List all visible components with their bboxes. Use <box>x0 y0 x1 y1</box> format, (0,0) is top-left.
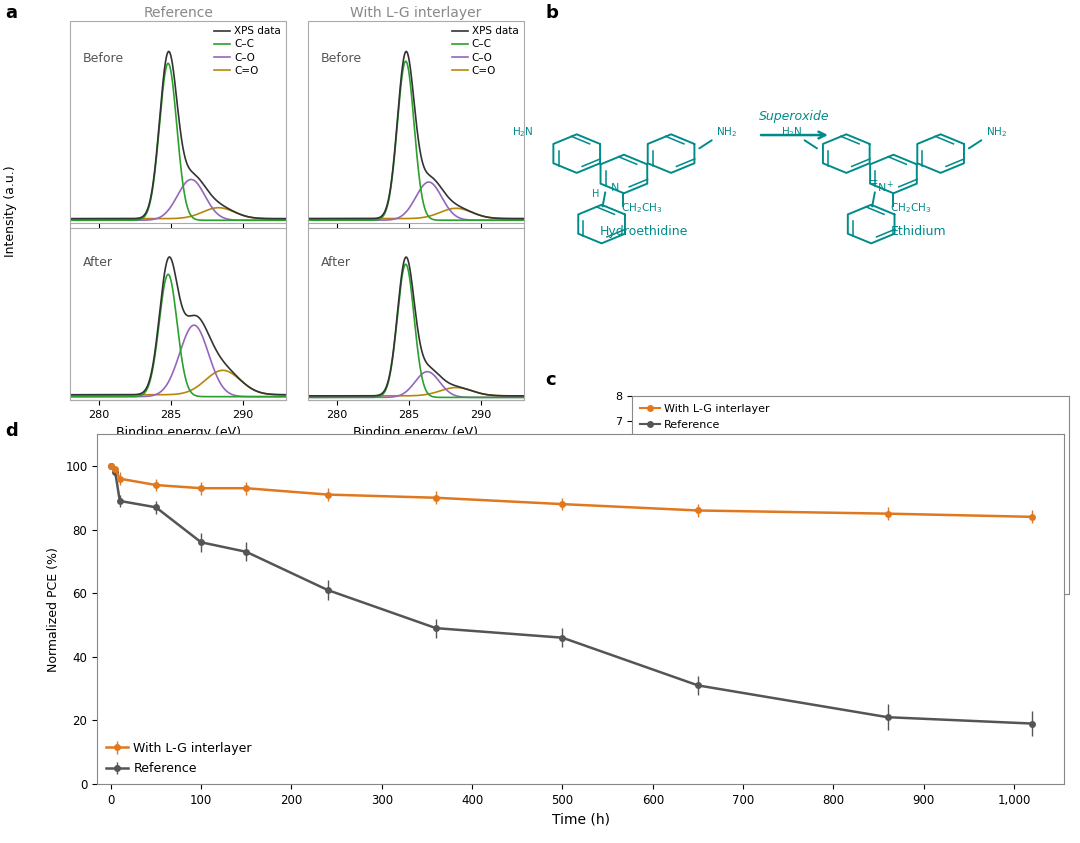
Text: NH$_2$: NH$_2$ <box>716 125 738 139</box>
Text: H$_2$N: H$_2$N <box>512 125 534 139</box>
X-axis label: Binding energy (eV): Binding energy (eV) <box>116 426 241 438</box>
Text: Before: Before <box>321 51 362 65</box>
Y-axis label: $\mathit{I}_\mathrm{F}(t)/\mathit{I}_\mathrm{F}(t_0)$: $\mathit{I}_\mathrm{F}(t)/\mathit{I}_\ma… <box>593 466 609 524</box>
Text: H$_2$N: H$_2$N <box>781 125 802 139</box>
With L-G interlayer <box>1045 533 1058 543</box>
X-axis label: Time (min): Time (min) <box>816 620 885 632</box>
Line: With L-G interlayer: With L-G interlayer <box>634 534 1055 573</box>
Text: NH$_2$: NH$_2$ <box>986 125 1008 139</box>
With L-G interlayer <box>690 563 703 573</box>
Text: a: a <box>5 4 17 22</box>
Text: With L-G interlayer: With L-G interlayer <box>350 6 482 20</box>
Line: Reference: Reference <box>634 435 1055 573</box>
Reference <box>986 464 999 474</box>
Text: Ethidium: Ethidium <box>891 225 947 239</box>
With L-G interlayer <box>631 565 644 575</box>
Legend: XPS data, C–C, C–O, C=O: XPS data, C–C, C–O, C=O <box>215 26 281 76</box>
With L-G interlayer <box>986 542 999 552</box>
Text: Hydroethidine: Hydroethidine <box>599 225 688 239</box>
Reference <box>927 475 940 486</box>
Text: CH$_2$CH$_3$: CH$_2$CH$_3$ <box>621 201 662 215</box>
Text: Superoxide: Superoxide <box>759 110 829 123</box>
Reference <box>1045 434 1058 444</box>
Reference <box>690 546 703 556</box>
X-axis label: Time (h): Time (h) <box>552 813 609 826</box>
Text: d: d <box>5 422 18 439</box>
Text: H: H <box>592 190 599 199</box>
With L-G interlayer <box>867 552 880 562</box>
Reference <box>867 493 880 503</box>
Text: c: c <box>545 371 556 389</box>
Legend: With L-G interlayer, Reference: With L-G interlayer, Reference <box>104 739 255 778</box>
Legend: With L-G interlayer, Reference: With L-G interlayer, Reference <box>637 402 772 432</box>
Text: N$^+$: N$^+$ <box>877 180 895 195</box>
Y-axis label: Normalized PCE (%): Normalized PCE (%) <box>46 546 59 672</box>
Reference <box>631 565 644 575</box>
Text: N: N <box>610 184 619 193</box>
Reference <box>809 509 822 519</box>
Text: =: = <box>868 176 879 189</box>
With L-G interlayer <box>927 550 940 560</box>
Text: Intensity (a.u.): Intensity (a.u.) <box>4 165 17 256</box>
Text: Before: Before <box>83 51 124 65</box>
Text: b: b <box>545 4 558 22</box>
With L-G interlayer <box>750 557 762 567</box>
Text: Reference: Reference <box>144 6 213 20</box>
Text: After: After <box>321 255 351 269</box>
Reference <box>750 528 762 538</box>
Text: CH$_2$CH$_3$: CH$_2$CH$_3$ <box>890 201 932 215</box>
Legend: XPS data, C–C, C–O, C=O: XPS data, C–C, C–O, C=O <box>453 26 518 76</box>
Text: After: After <box>83 255 113 269</box>
With L-G interlayer <box>809 555 822 565</box>
X-axis label: Binding energy (eV): Binding energy (eV) <box>353 426 478 438</box>
